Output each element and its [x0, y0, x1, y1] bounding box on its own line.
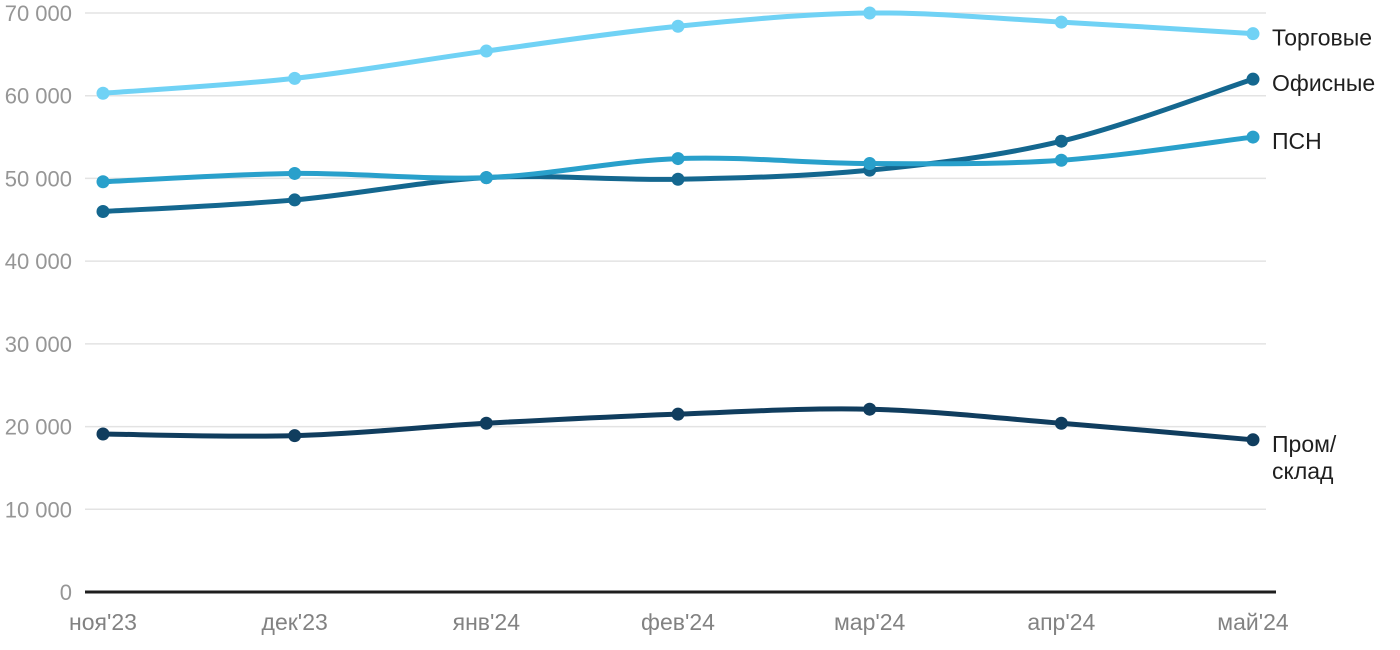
- x-axis-tick-label: фев'24: [641, 609, 715, 635]
- y-axis-tick-label: 60 000: [5, 84, 72, 109]
- series-line: [100, 76, 1256, 215]
- data-point: [288, 429, 302, 443]
- data-point: [479, 171, 493, 185]
- data-point: [288, 166, 302, 180]
- data-point: [1054, 416, 1068, 430]
- data-point: [671, 407, 685, 421]
- y-axis-tick-label: 40 000: [5, 249, 72, 274]
- data-point: [479, 416, 493, 430]
- series-label: Офисные: [1272, 70, 1375, 96]
- data-point: [1246, 130, 1260, 144]
- data-point: [1054, 134, 1068, 148]
- data-point: [96, 175, 110, 189]
- data-point: [96, 427, 110, 441]
- y-axis-tick-label: 30 000: [5, 332, 72, 357]
- y-axis-tick-label: 20 000: [5, 415, 72, 440]
- data-point: [671, 172, 685, 186]
- data-point: [96, 86, 110, 100]
- data-point: [671, 19, 685, 33]
- x-axis-tick-label: май'24: [1217, 609, 1289, 635]
- data-point: [288, 193, 302, 207]
- x-axis-tick-label: мар'24: [834, 609, 906, 635]
- data-point: [671, 152, 685, 166]
- x-axis-tick-label: дек'23: [262, 609, 328, 635]
- y-axis-tick-label: 70 000: [5, 1, 72, 26]
- data-point: [479, 44, 493, 58]
- data-point: [863, 402, 877, 416]
- series-label: ПСН: [1272, 128, 1322, 154]
- x-axis-tick-label: апр'24: [1027, 609, 1095, 635]
- data-point: [288, 71, 302, 85]
- data-point: [863, 157, 877, 171]
- data-point: [1054, 153, 1068, 167]
- y-axis-tick-label: 0: [60, 580, 72, 605]
- data-point: [96, 205, 110, 219]
- data-point: [1246, 27, 1260, 41]
- series-label: Торговые: [1272, 25, 1372, 51]
- series-label: Пром/склад: [1272, 431, 1337, 484]
- data-point: [1246, 433, 1260, 447]
- data-point: [1054, 15, 1068, 29]
- y-axis-tick-label: 10 000: [5, 497, 72, 522]
- x-axis-tick-label: ноя'23: [69, 609, 137, 635]
- x-axis-tick-label: янв'24: [453, 609, 521, 635]
- data-point: [1246, 72, 1260, 86]
- data-point: [863, 6, 877, 20]
- y-axis-tick-label: 50 000: [5, 166, 72, 191]
